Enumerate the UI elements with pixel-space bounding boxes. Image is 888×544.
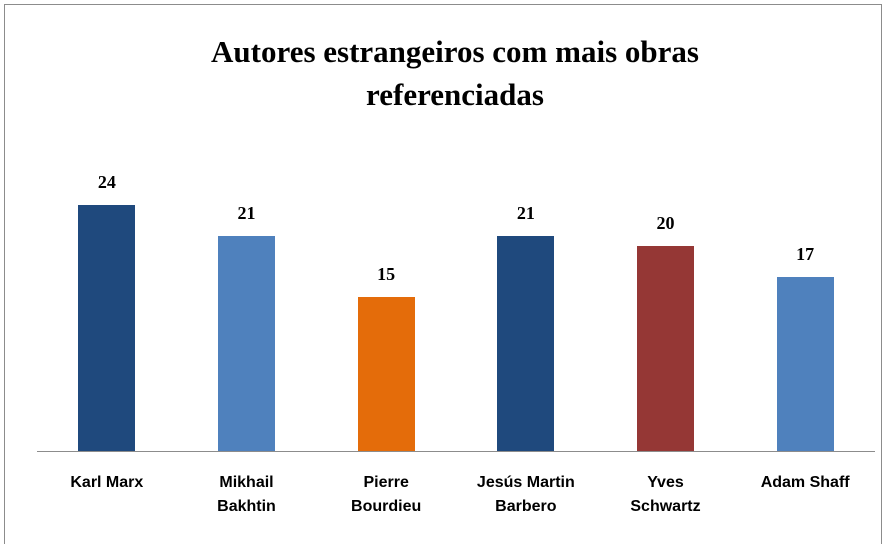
value-label: 21 <box>237 202 256 223</box>
value-label: 15 <box>377 264 396 285</box>
x-tick-label: Yves Schwartz <box>630 474 701 515</box>
chart-title: Autores estrangeiros com mais obras refe… <box>211 34 699 112</box>
baseline <box>37 451 875 452</box>
value-label: 21 <box>516 202 535 223</box>
bar <box>78 205 136 451</box>
x-tick-label: Jesús Martin Barbero <box>476 474 575 515</box>
bar <box>776 276 834 451</box>
bar <box>218 235 275 451</box>
value-label: 17 <box>796 243 815 264</box>
x-tick-label: Pierre Bourdieu <box>351 474 422 515</box>
chart-frame <box>4 4 882 544</box>
value-label: 24 <box>97 172 116 192</box>
x-tick-label: Karl Marx <box>70 474 144 491</box>
bar <box>357 297 415 451</box>
x-tick-label: Mikhail Bakhtin <box>217 474 276 515</box>
bar <box>637 246 694 451</box>
x-tick-label: Adam Shaff <box>760 474 850 491</box>
bar <box>497 235 555 451</box>
value-label: 20 <box>656 213 675 233</box>
